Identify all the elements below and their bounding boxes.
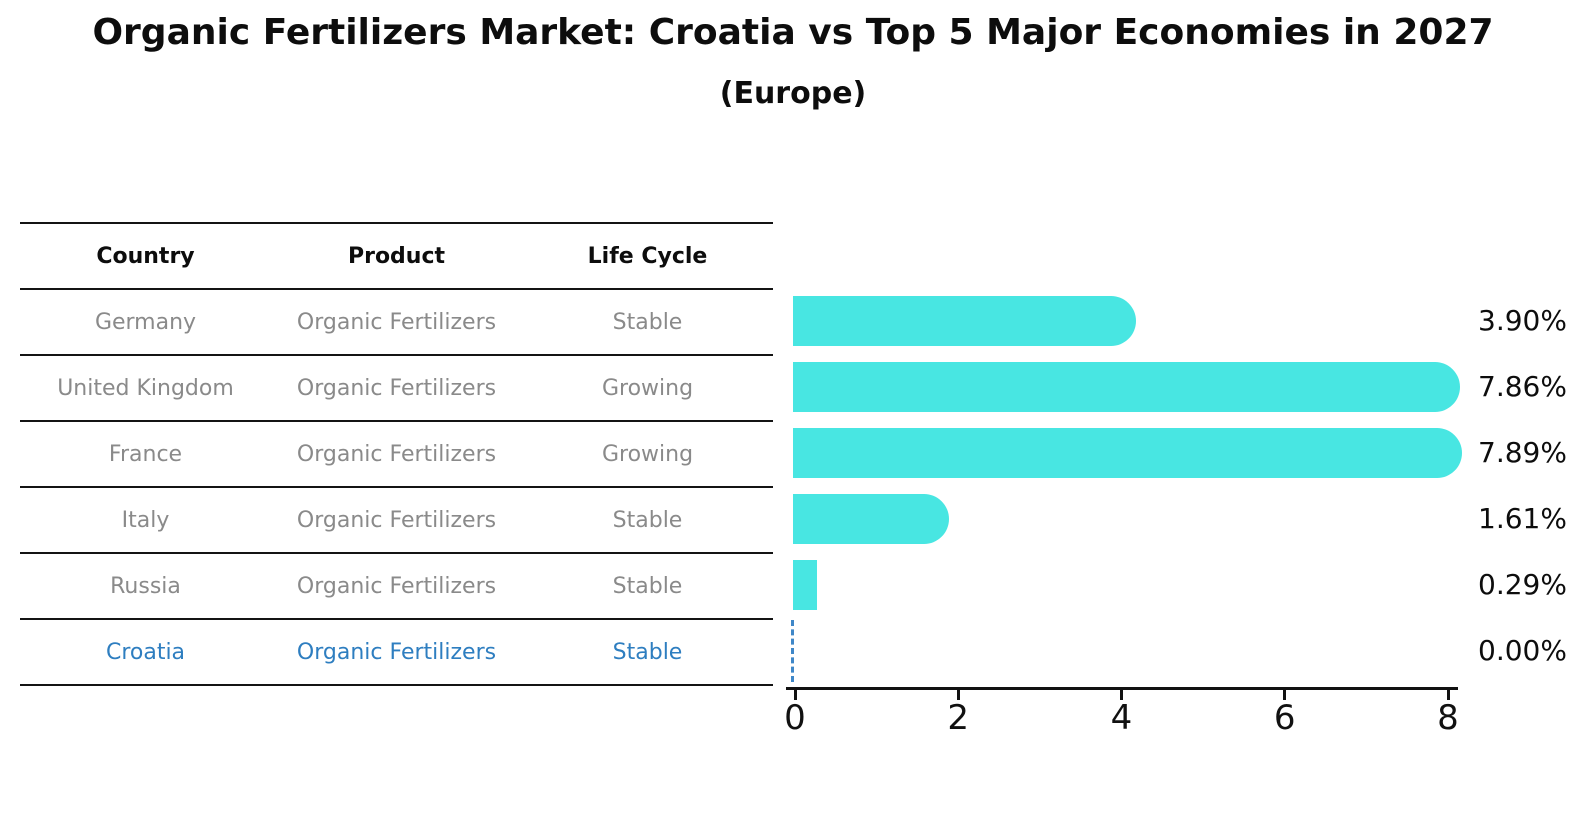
x-axis-tick-label: 4 xyxy=(1110,698,1133,738)
chart-title: Organic Fertilizers Market: Croatia vs T… xyxy=(92,12,1494,53)
table-cell-lifecycle: Stable xyxy=(612,573,683,599)
table-cell-lifecycle: Growing xyxy=(601,375,694,401)
bar-germany xyxy=(793,296,1137,346)
x-axis-tick xyxy=(1120,690,1123,700)
table-header-lifecycle: Life Cycle xyxy=(587,243,708,269)
table-cell-product: Organic Fertilizers xyxy=(296,375,497,401)
table-row: Russia Organic Fertilizers Stable xyxy=(20,554,773,620)
x-axis-tick xyxy=(1283,690,1287,700)
x-axis-tick xyxy=(1446,690,1450,700)
table-cell-country: Russia xyxy=(110,573,181,599)
bar-france xyxy=(793,428,1463,478)
table-cell-country: Italy xyxy=(121,507,170,533)
table-cell-lifecycle: Stable xyxy=(612,639,683,665)
table-cell-lifecycle: Stable xyxy=(612,507,683,533)
table-cell-country: Croatia xyxy=(105,639,186,665)
table-header-row: Country Product Life Cycle xyxy=(20,222,773,290)
table-cell-product: Organic Fertilizers xyxy=(296,309,497,335)
table-cell-country: France xyxy=(108,441,183,467)
chart-subtitle: (Europe) xyxy=(719,76,867,111)
x-axis-tick xyxy=(956,690,960,700)
table-row: France Organic Fertilizers Growing xyxy=(20,422,773,488)
bar-value-label: 3.90% xyxy=(1478,304,1567,337)
bar-italy xyxy=(793,494,950,544)
country-table: Country Product Life Cycle Germany Organi… xyxy=(20,222,773,686)
table-cell-product: Organic Fertilizers xyxy=(296,507,497,533)
table-header-country: Country xyxy=(96,243,195,269)
table-header-product: Product xyxy=(347,243,446,269)
bar-value-label: 7.86% xyxy=(1478,370,1567,403)
table-body: Germany Organic Fertilizers Stable United K… xyxy=(20,290,773,686)
zero-value-dashed-line xyxy=(791,620,794,682)
x-axis-tick xyxy=(793,690,797,700)
table-cell-country: United Kingdom xyxy=(57,375,234,401)
table-row: United Kingdom Organic Fertilizers Growing xyxy=(20,356,773,422)
table-row: Germany Organic Fertilizers Stable xyxy=(20,290,773,356)
table-cell-product: Organic Fertilizers xyxy=(296,573,497,599)
bar-value-label: 0.29% xyxy=(1478,568,1567,601)
x-axis-tick-label: 6 xyxy=(1273,698,1296,738)
x-axis-tick-label: 2 xyxy=(947,698,970,738)
bar-russia xyxy=(793,560,817,610)
bar-value-label: 0.00% xyxy=(1478,634,1567,667)
table-cell-country: Germany xyxy=(94,309,197,335)
x-axis-tick-label: 8 xyxy=(1437,698,1459,738)
x-axis-tick-label: 0 xyxy=(784,698,806,738)
table-cell-product: Organic Fertilizers xyxy=(296,639,497,665)
table-row: Croatia Organic Fertilizers Stable xyxy=(20,620,773,686)
bar-value-label: 7.89% xyxy=(1478,436,1567,469)
bar-united-kingdom xyxy=(793,362,1460,412)
table-cell-product: Organic Fertilizers xyxy=(296,441,497,467)
x-axis-line xyxy=(786,687,1458,690)
bar-value-label: 1.61% xyxy=(1478,502,1567,535)
table-cell-lifecycle: Growing xyxy=(601,441,694,467)
table-row: Italy Organic Fertilizers Stable xyxy=(20,488,773,554)
table-cell-lifecycle: Stable xyxy=(612,309,683,335)
